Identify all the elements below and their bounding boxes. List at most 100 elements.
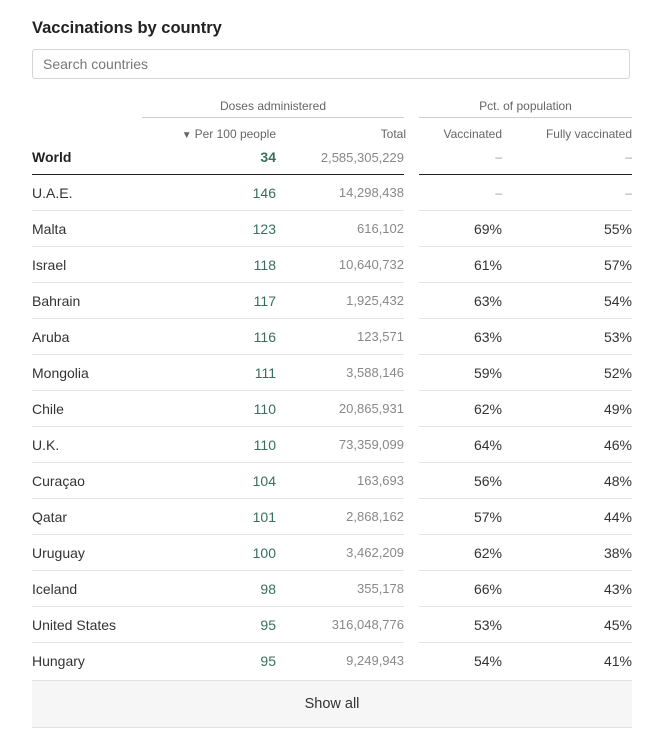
row-divider xyxy=(32,318,632,319)
country-name: Curaçao xyxy=(32,473,85,489)
vaccinated-value: – xyxy=(495,186,502,200)
search-input[interactable] xyxy=(32,49,630,79)
per100-value: 34 xyxy=(260,149,276,165)
table-row: U.A.E. 146 14,298,438 – – xyxy=(32,175,632,211)
total-value: 3,588,146 xyxy=(346,365,404,380)
total-value: 3,462,209 xyxy=(346,545,404,560)
row-divider xyxy=(32,246,632,247)
row-divider xyxy=(32,426,632,427)
table-row: United States 95 316,048,776 53% 45% xyxy=(32,607,632,643)
country-name: Uruguay xyxy=(32,545,85,561)
fully-vaccinated-value: 44% xyxy=(603,509,632,525)
fully-vaccinated-value: 53% xyxy=(603,329,632,345)
row-divider xyxy=(32,390,632,391)
fully-vaccinated-value: 55% xyxy=(603,221,632,237)
vaccinated-value: 63% xyxy=(473,293,502,309)
country-name: Hungary xyxy=(32,653,85,669)
total-value: 123,571 xyxy=(357,329,404,344)
per100-value: 100 xyxy=(252,545,276,561)
row-divider xyxy=(32,210,632,211)
table-row: Iceland 98 355,178 66% 43% xyxy=(32,571,632,607)
page-title: Vaccinations by country xyxy=(32,19,222,37)
row-divider xyxy=(32,534,632,535)
column-header-vaccinated[interactable]: Vaccinated xyxy=(443,127,502,141)
total-value: 1,925,432 xyxy=(346,293,404,308)
country-name: Chile xyxy=(32,401,64,417)
fully-vaccinated-value: 57% xyxy=(603,257,632,273)
table-row: Mongolia 111 3,588,146 59% 52% xyxy=(32,355,632,391)
sort-desc-icon: ▼ xyxy=(181,130,192,141)
vaccinated-value: – xyxy=(495,150,502,164)
per100-value: 104 xyxy=(252,473,276,489)
row-divider xyxy=(32,642,632,643)
fully-vaccinated-value: – xyxy=(625,186,632,200)
table-row: Uruguay 100 3,462,209 62% 38% xyxy=(32,535,632,571)
country-name: U.K. xyxy=(32,437,60,453)
total-value: 355,178 xyxy=(357,581,404,596)
fully-vaccinated-value: 43% xyxy=(603,581,632,597)
row-divider xyxy=(32,498,632,499)
vaccinated-value: 64% xyxy=(473,437,502,453)
world-divider xyxy=(32,174,404,175)
country-name: Israel xyxy=(32,257,67,273)
table-row: Aruba 116 123,571 63% 53% xyxy=(32,319,632,355)
total-value: 20,865,931 xyxy=(338,401,404,416)
fully-vaccinated-value: 49% xyxy=(603,401,632,417)
vaccinated-value: 56% xyxy=(473,473,502,489)
total-value: 2,868,162 xyxy=(346,509,404,524)
total-value: 10,640,732 xyxy=(338,257,404,272)
per100-value: 146 xyxy=(252,185,276,201)
row-divider xyxy=(32,354,632,355)
group-header-doses: Doses administered xyxy=(142,99,404,118)
per100-value: 101 xyxy=(252,509,276,525)
column-header-per100-label: Per 100 people xyxy=(194,127,276,141)
per100-value: 95 xyxy=(260,653,276,669)
per100-value: 116 xyxy=(253,329,276,345)
vaccinated-value: 54% xyxy=(473,653,502,669)
world-row: World 34 2,585,305,229 – – xyxy=(32,140,632,175)
world-divider xyxy=(419,174,632,175)
row-divider xyxy=(32,462,632,463)
per100-value: 95 xyxy=(260,617,276,633)
country-name: World xyxy=(32,149,72,165)
total-value: 316,048,776 xyxy=(331,617,404,632)
country-name: Mongolia xyxy=(32,365,89,381)
row-divider xyxy=(32,606,632,607)
table-row: Bahrain 117 1,925,432 63% 54% xyxy=(32,283,632,319)
table-row: Chile 110 20,865,931 62% 49% xyxy=(32,391,632,427)
table-row: Qatar 101 2,868,162 57% 44% xyxy=(32,499,632,535)
country-name: Aruba xyxy=(32,329,70,345)
per100-value: 117 xyxy=(253,293,276,309)
fully-vaccinated-value: 38% xyxy=(603,545,632,561)
table-row: Curaçao 104 163,693 56% 48% xyxy=(32,463,632,499)
per100-value: 98 xyxy=(260,581,276,597)
column-header-total[interactable]: Total xyxy=(380,127,406,141)
vaccinated-value: 69% xyxy=(473,221,502,237)
country-name: Bahrain xyxy=(32,293,81,309)
column-gap xyxy=(404,175,419,680)
per100-value: 118 xyxy=(253,257,276,273)
country-name: U.A.E. xyxy=(32,185,73,201)
fully-vaccinated-value: 46% xyxy=(603,437,632,453)
row-divider xyxy=(32,282,632,283)
column-header-fully-vaccinated[interactable]: Fully vaccinated xyxy=(545,127,632,141)
column-header-per100[interactable]: ▼ Per 100 people xyxy=(150,126,276,142)
vaccinated-value: 59% xyxy=(473,365,502,381)
group-header-pct: Pct. of population xyxy=(419,99,632,118)
vaccinated-value: 61% xyxy=(473,257,502,273)
vaccinated-value: 53% xyxy=(473,617,502,633)
country-name: Malta xyxy=(32,221,67,237)
total-value: 163,693 xyxy=(357,473,404,488)
total-value: 2,585,305,229 xyxy=(320,150,404,165)
vaccinated-value: 63% xyxy=(473,329,502,345)
fully-vaccinated-value: 52% xyxy=(603,365,632,381)
vaccinated-value: 57% xyxy=(473,509,502,525)
vaccinated-value: 62% xyxy=(473,401,502,417)
country-name: United States xyxy=(32,617,117,633)
per100-value: 123 xyxy=(252,221,276,237)
show-all-button[interactable]: Show all xyxy=(32,680,632,728)
total-value: 73,359,099 xyxy=(338,437,404,452)
country-name: Iceland xyxy=(32,581,78,597)
vaccinated-value: 62% xyxy=(473,545,502,561)
total-value: 14,298,438 xyxy=(338,185,404,200)
